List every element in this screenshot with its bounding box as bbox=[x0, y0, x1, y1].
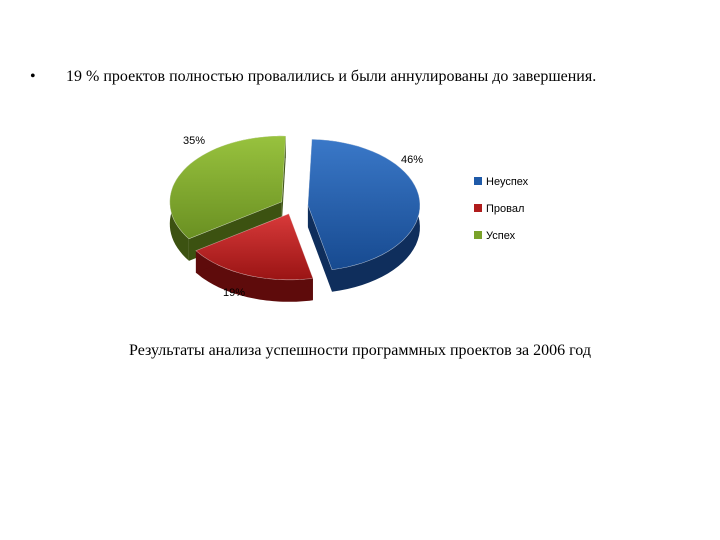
bullet-marker: • bbox=[30, 68, 36, 85]
chart-caption: Результаты анализа успешности программны… bbox=[129, 342, 591, 359]
data-label-1: 46% bbox=[401, 154, 423, 166]
legend-swatch-3 bbox=[474, 231, 482, 239]
data-label-2: 19% bbox=[223, 287, 245, 299]
bullet-text: 19 % проектов полностью провалились и бы… bbox=[66, 68, 597, 85]
legend-label-3: Успех bbox=[486, 230, 516, 242]
chart-legend: Неуспех Провал Успех bbox=[474, 176, 529, 242]
legend-label-2: Провал bbox=[486, 203, 524, 215]
bullet-line: • 19 % проектов полностью провалились и б… bbox=[30, 66, 700, 88]
data-label-3: 35% bbox=[183, 135, 205, 147]
legend-label-1: Неуспех bbox=[486, 176, 529, 188]
pie-slices: 46% 19% 35% bbox=[169, 135, 423, 302]
pie-slice-2 bbox=[195, 213, 314, 302]
pie-slice-1 bbox=[307, 138, 421, 292]
legend-swatch-1 bbox=[474, 177, 482, 185]
legend-swatch-2 bbox=[474, 204, 482, 212]
